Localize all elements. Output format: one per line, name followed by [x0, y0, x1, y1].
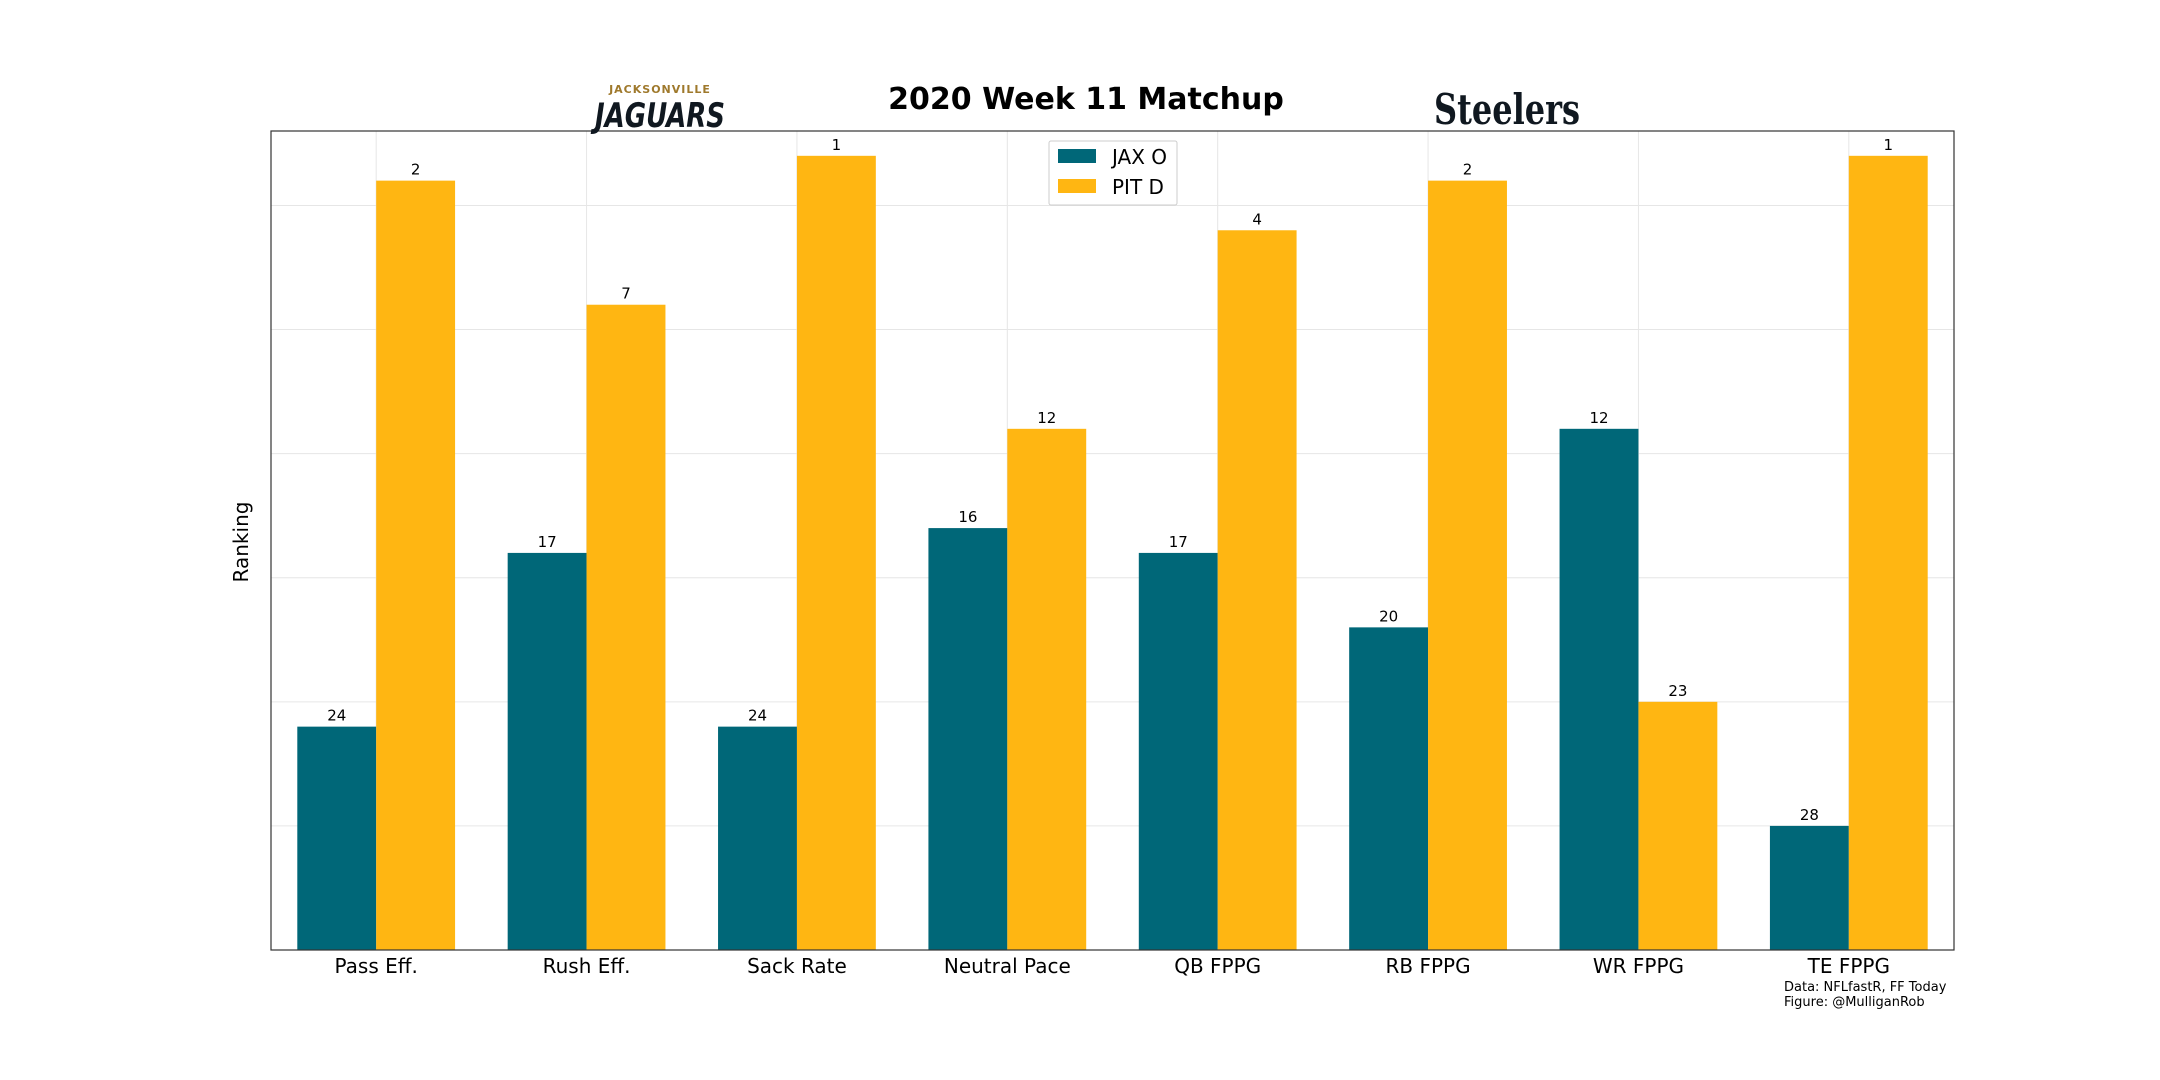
bar-pit-d — [1428, 180, 1507, 951]
jaguars-logo-small-text: JACKSONVILLE — [608, 83, 711, 96]
jaguars-logo: JACKSONVILLE JAGUARS — [590, 83, 725, 136]
data-labels: 24 2 17 7 24 1 16 12 17 4 20 2 12 23 28 1 — [327, 136, 1893, 824]
x-tick-label: RB FPPG — [1386, 954, 1471, 978]
steelers-logo-wordmark: Steelers — [1434, 85, 1580, 134]
x-tick-label: Pass Eff. — [334, 954, 417, 978]
legend-swatch-pit — [1058, 179, 1096, 193]
bar-pit-d — [586, 304, 666, 950]
bar-pit-d — [1217, 230, 1297, 951]
bar-jax-o — [507, 552, 587, 950]
data-label-pit-d: 12 — [1037, 409, 1056, 427]
legend-label-pit: PIT D — [1112, 175, 1164, 199]
x-tick-label: Rush Eff. — [543, 954, 631, 978]
bar-pit-d — [1638, 701, 1718, 950]
bar-pit-d — [796, 155, 876, 950]
legend: JAX O PIT D — [1048, 140, 1178, 206]
bar-pit-d — [1007, 428, 1087, 950]
bars — [297, 155, 1928, 951]
x-tick-label: TE FPPG — [1807, 954, 1890, 978]
data-label-jax-o: 24 — [748, 707, 767, 725]
bar-jax-o — [928, 528, 1008, 950]
data-label-jax-o: 28 — [1800, 806, 1819, 824]
data-label-jax-o: 24 — [327, 707, 346, 725]
bar-jax-o — [1138, 552, 1218, 950]
x-tick-label: Sack Rate — [747, 954, 847, 978]
data-label-pit-d: 23 — [1668, 682, 1687, 700]
data-label-jax-o: 20 — [1379, 607, 1398, 625]
data-label-pit-d: 7 — [621, 285, 631, 303]
x-tick-label: WR FPPG — [1593, 954, 1684, 978]
credit-figure-author: Figure: @MulliganRob — [1784, 995, 1925, 1010]
data-label-pit-d: 4 — [1252, 210, 1262, 228]
bar-jax-o — [1559, 428, 1639, 950]
data-label-pit-d: 2 — [1463, 161, 1473, 179]
data-label-pit-d: 1 — [1883, 136, 1893, 154]
data-label-jax-o: 17 — [538, 533, 557, 551]
plot-frame — [270, 130, 1955, 951]
data-label-pit-d: 1 — [832, 136, 842, 154]
bar-pit-d — [376, 180, 456, 951]
steelers-logo: Steelers — [1434, 85, 1580, 134]
data-label-jax-o: 16 — [958, 508, 977, 526]
credit-data-source: Data: NFLfastR, FF Today — [1784, 980, 1947, 995]
bar-pit-d — [1848, 155, 1928, 950]
y-axis-label: Ranking — [229, 502, 253, 583]
data-label-pit-d: 2 — [411, 161, 421, 179]
data-label-jax-o: 17 — [1169, 533, 1188, 551]
legend-swatch-jax — [1058, 149, 1096, 163]
chart-title: 2020 Week 11 Matchup — [888, 82, 1284, 117]
bar-jax-o — [718, 726, 797, 950]
jaguars-logo-wordmark: JAGUARS — [590, 96, 725, 136]
legend-label-jax: JAX O — [1110, 145, 1167, 169]
x-tick-label: QB FPPG — [1174, 954, 1261, 978]
bar-jax-o — [297, 726, 377, 950]
bar-jax-o — [1769, 825, 1849, 950]
x-axis-ticks: Pass Eff. Rush Eff. Sack Rate Neutral Pace Q… — [334, 954, 1889, 978]
data-label-jax-o: 12 — [1589, 409, 1608, 427]
x-tick-label: Neutral Pace — [944, 954, 1071, 978]
bar-jax-o — [1349, 627, 1429, 950]
